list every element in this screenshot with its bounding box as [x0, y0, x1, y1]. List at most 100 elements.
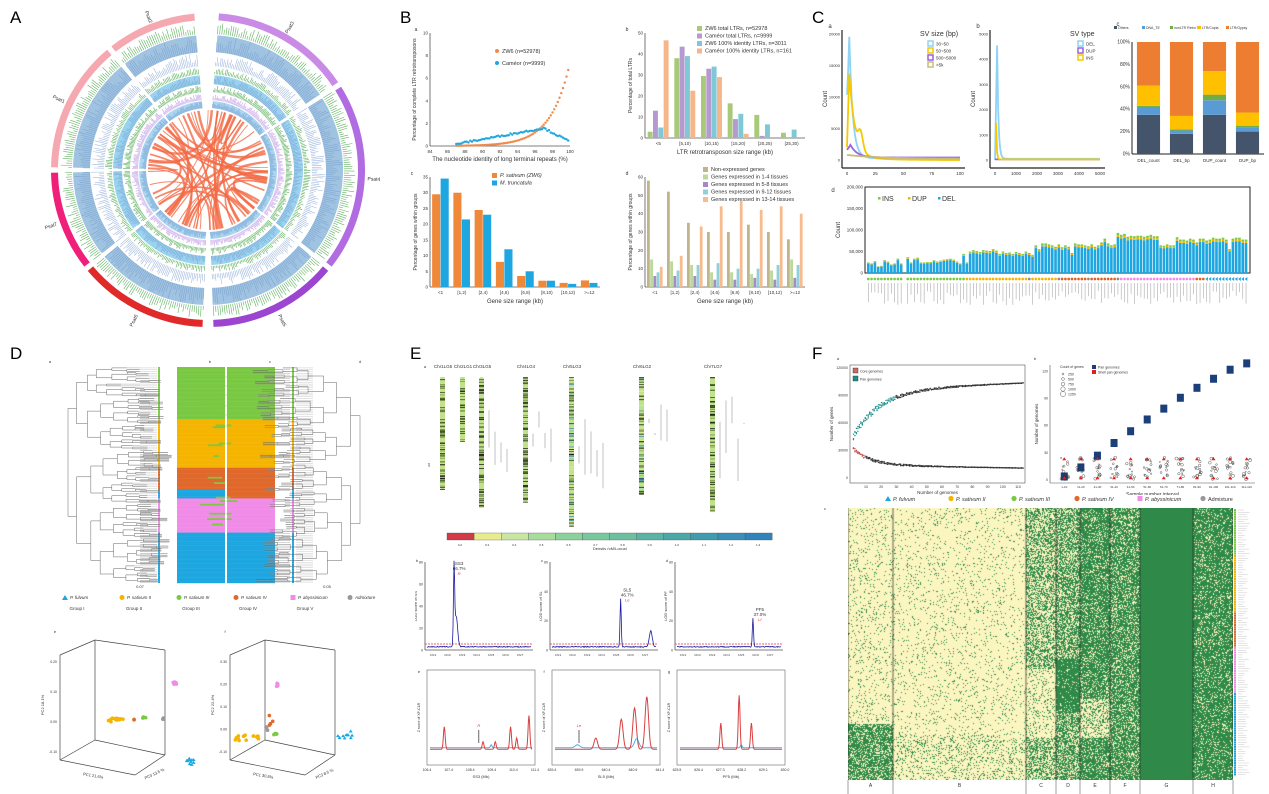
track-bar: [277, 205, 283, 210]
track-bar: [157, 253, 161, 258]
del-bar: [1001, 253, 1005, 273]
dup-bar: [945, 259, 949, 261]
track-bar: [165, 77, 169, 83]
structure-bar: [177, 435, 225, 438]
track-bar: [110, 123, 115, 126]
track-bar: [138, 237, 141, 240]
track-bar: [141, 123, 145, 126]
track-bar: [184, 244, 187, 248]
synteny-link: [182, 147, 264, 225]
track-bar: [116, 146, 125, 149]
track-bar: [254, 210, 258, 213]
group-strip: [292, 430, 294, 432]
track-bar: [279, 104, 282, 107]
dup-bar: [883, 260, 887, 262]
structure-bar: [177, 547, 225, 549]
track-bar: [259, 203, 264, 206]
track-bar: [140, 195, 144, 198]
group-strip: [292, 374, 294, 376]
track-bar: [167, 219, 171, 224]
track-bar: [240, 105, 243, 109]
track-bar: [70, 199, 76, 202]
track-bar: [122, 278, 127, 283]
track-bar: [321, 136, 333, 140]
track-bar: [175, 104, 178, 108]
track-bar: [106, 215, 115, 221]
structure-bar: [227, 512, 275, 515]
track-bar: [161, 255, 165, 260]
track-bar: [309, 228, 318, 234]
track-bar: [157, 82, 161, 87]
legend-title: SV type: [1070, 31, 1095, 38]
track-bar: [155, 126, 161, 131]
track-bar: [278, 218, 284, 222]
track-bar: [248, 107, 253, 114]
bar: [733, 279, 737, 287]
track-bar: [145, 185, 149, 187]
track-bar: [133, 207, 140, 212]
track-bar: [159, 298, 164, 310]
track-bar: [253, 90, 258, 98]
track-bar: [120, 231, 125, 235]
track-bar: [134, 154, 140, 156]
track-bar: [277, 177, 284, 180]
track-bar: [108, 153, 114, 156]
dup-bar: [1244, 241, 1248, 243]
track-bar: [324, 145, 339, 149]
ins-bar: [1106, 243, 1110, 246]
y-tick-label: 0: [640, 136, 643, 141]
admixture-fragment: [218, 413, 243, 416]
structure-bar: [177, 566, 225, 569]
track-bar: [277, 49, 281, 54]
track-bar: [259, 74, 264, 81]
track-bar: [317, 213, 323, 217]
track-bar: [185, 55, 189, 68]
track-bar: [266, 191, 271, 194]
track-bar: [167, 267, 172, 277]
track-bar: [159, 121, 165, 127]
track-bar: [307, 136, 319, 141]
track-bar: [153, 249, 156, 253]
track-bar: [142, 228, 146, 232]
x-axis-label: Gene size range (kb): [487, 299, 543, 305]
track-bar: [219, 247, 221, 254]
track-bar: [226, 69, 229, 76]
ins-bar: [1195, 242, 1199, 245]
track-bar: [70, 119, 81, 124]
structure-bar: [227, 413, 275, 416]
track-bar: [258, 132, 263, 135]
structure-bar: [227, 482, 275, 485]
track-bar: [131, 114, 139, 120]
track-bar: [229, 228, 231, 232]
y-tick-label: 0: [425, 144, 428, 149]
track-bar: [167, 104, 172, 111]
track-bar: [292, 152, 302, 155]
track-bar: [153, 56, 158, 64]
track-bar: [123, 240, 133, 250]
del-bar: [972, 252, 975, 273]
track-bar: [105, 123, 114, 128]
structure-bar: [227, 449, 275, 452]
structure-bar: [177, 530, 225, 533]
track-bar: [97, 203, 110, 209]
track-bar: [119, 124, 123, 127]
track-bar: [280, 88, 288, 97]
track-bar: [111, 146, 115, 148]
track-bar: [226, 88, 229, 95]
ins-bar: [1192, 239, 1195, 242]
track-bar: [304, 69, 311, 75]
track-bar: [273, 124, 280, 129]
track-bar: [139, 142, 144, 145]
track-bar: [156, 240, 159, 243]
track-bar: [79, 231, 88, 237]
track-bar: [178, 64, 181, 70]
track-bar: [236, 28, 239, 38]
bar: [589, 282, 598, 287]
track-bar: [130, 140, 136, 143]
track-bar: [174, 104, 177, 108]
track-bar: [153, 34, 158, 44]
x-tick-label: DEL_bp: [1173, 158, 1190, 163]
track-bar: [257, 84, 260, 88]
legend-label: nonLTR Retro TE: [1174, 26, 1202, 30]
del-bar: [1126, 240, 1130, 273]
